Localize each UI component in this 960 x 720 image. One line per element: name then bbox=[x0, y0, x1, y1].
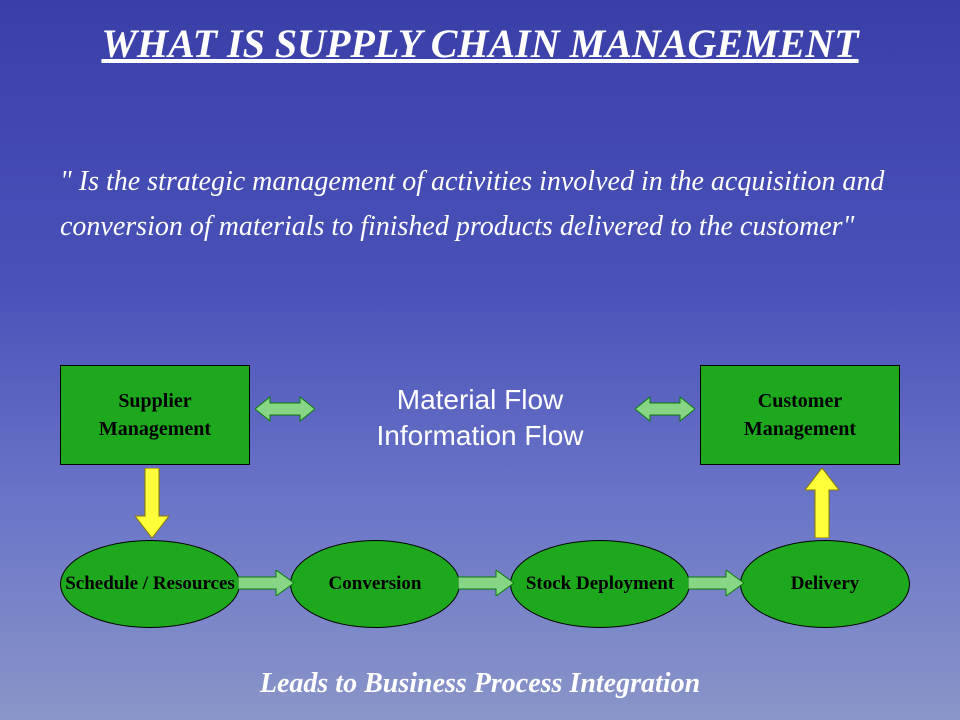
right-arrow-icon bbox=[688, 570, 744, 596]
customer-management-box: Customer Management bbox=[700, 365, 900, 465]
supplier-management-box: Supplier Management bbox=[60, 365, 250, 465]
footer-text: Leads to Business Process Integration bbox=[260, 668, 700, 700]
right-arrow-icon bbox=[458, 570, 514, 596]
information-flow-label: Information Flow bbox=[377, 420, 584, 452]
up-arrow-icon bbox=[805, 468, 839, 538]
down-arrow-icon bbox=[135, 468, 169, 538]
delivery-node: Delivery bbox=[740, 540, 910, 628]
double-arrow-icon bbox=[255, 395, 315, 423]
right-arrow-icon bbox=[238, 570, 294, 596]
material-flow-label: Material Flow bbox=[377, 384, 584, 416]
slide-title: WHAT IS SUPPLY CHAIN MANAGEMENT bbox=[101, 20, 858, 67]
stock-deployment-node: Stock Deployment bbox=[510, 540, 690, 628]
definition-text: " Is the strategic management of activit… bbox=[60, 160, 900, 250]
schedule-resources-node: Schedule / Resources bbox=[60, 540, 240, 628]
flow-labels: Material Flow Information Flow bbox=[377, 380, 584, 456]
double-arrow-icon bbox=[635, 395, 695, 423]
conversion-node: Conversion bbox=[290, 540, 460, 628]
